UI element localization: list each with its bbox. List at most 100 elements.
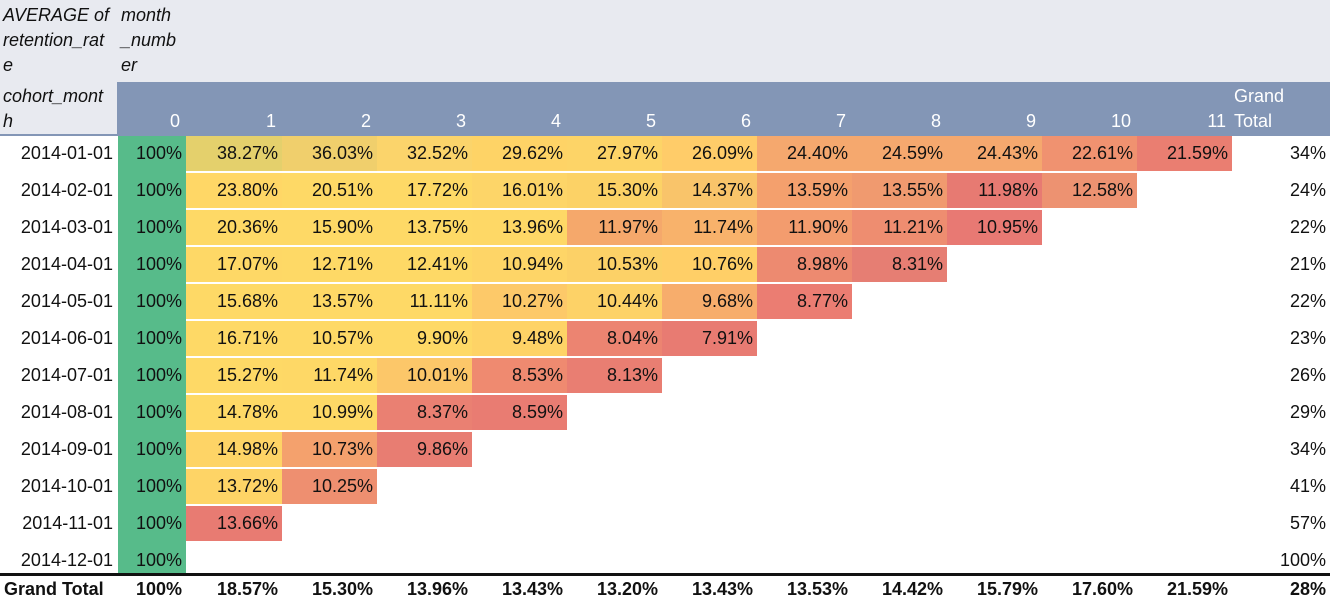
grand-total-cell: 13.20% <box>596 579 658 599</box>
header-underline <box>0 134 117 136</box>
column-header-6: 6 <box>740 111 751 131</box>
table-cell: 20.36% <box>186 210 282 245</box>
table-cell: 10.76% <box>662 247 757 282</box>
column-header-3: 3 <box>455 111 466 131</box>
grand-total-cell: 18.57% <box>216 579 278 599</box>
row-label: 2014-09-01 <box>20 439 113 459</box>
column-header-7: 7 <box>835 111 846 131</box>
column-header-8: 8 <box>930 111 941 131</box>
row-grand-total: 26% <box>1289 365 1326 385</box>
grand-total-cell: 13.96% <box>406 579 468 599</box>
table-cell: 16.01% <box>472 173 567 208</box>
table-cell: 8.98% <box>757 247 852 282</box>
table-cell: 12.41% <box>377 247 472 282</box>
table-cell: 11.97% <box>567 210 662 245</box>
row-label: 2014-02-01 <box>20 180 113 200</box>
table-cell: 100% <box>135 328 182 348</box>
table-cell: 100% <box>135 365 182 385</box>
table-cell: 100% <box>135 143 182 163</box>
row-grand-total: 29% <box>1289 402 1326 422</box>
grand-total-cell: 15.30% <box>311 579 373 599</box>
table-cell: 12.58% <box>1042 173 1137 208</box>
table-cell: 100% <box>135 402 182 422</box>
table-cell: 13.55% <box>852 173 947 208</box>
table-cell: 11.11% <box>377 284 472 319</box>
table-cell: 11.74% <box>662 210 757 245</box>
table-cell: 10.95% <box>947 210 1042 245</box>
row-grand-total: 41% <box>1289 476 1326 496</box>
column-header-2: 2 <box>360 111 371 131</box>
grand-total-cell: 17.60% <box>1071 579 1133 599</box>
column-zero-band <box>118 136 186 574</box>
table-cell: 8.13% <box>567 358 662 393</box>
grand-total-divider <box>0 573 1330 576</box>
table-cell: 13.57% <box>282 284 377 319</box>
table-cell: 10.73% <box>282 432 377 467</box>
table-cell: 8.37% <box>377 395 472 430</box>
table-cell: 17.72% <box>377 173 472 208</box>
grand-total-cell: 13.43% <box>501 579 563 599</box>
table-cell: 15.68% <box>186 284 282 319</box>
table-cell: 24.43% <box>947 136 1042 171</box>
row-grand-total: 23% <box>1289 328 1326 348</box>
row-grand-total: 57% <box>1289 513 1326 533</box>
row-grand-total: 22% <box>1289 291 1326 311</box>
table-cell: 16.71% <box>186 321 282 356</box>
table-cell: 100% <box>135 476 182 496</box>
table-cell: 11.74% <box>282 358 377 393</box>
row-label: 2014-11-01 <box>22 513 113 533</box>
row-label: 2014-10-01 <box>20 476 113 496</box>
table-cell: 14.37% <box>662 173 757 208</box>
row-grand-total: 21% <box>1289 254 1326 274</box>
table-cell: 10.99% <box>282 395 377 430</box>
table-cell: 9.86% <box>377 432 472 467</box>
table-cell: 27.97% <box>567 136 662 171</box>
table-cell: 7.91% <box>662 321 757 356</box>
table-cell: 100% <box>135 254 182 274</box>
corner-value-label: AVERAGE of retention_rat e <box>3 5 110 75</box>
table-cell: 8.31% <box>852 247 947 282</box>
row-label: 2014-03-01 <box>20 217 113 237</box>
table-cell: 11.98% <box>947 173 1042 208</box>
table-cell: 10.44% <box>567 284 662 319</box>
row-label: 2014-01-01 <box>20 143 113 163</box>
table-cell: 10.25% <box>282 469 377 504</box>
grand-total-cell: 14.42% <box>881 579 943 599</box>
pivot-header-top <box>0 0 1330 82</box>
column-header-0: 0 <box>169 111 180 131</box>
table-cell: 29.62% <box>472 136 567 171</box>
table-cell: 14.78% <box>186 395 282 430</box>
column-header-1: 1 <box>265 111 276 131</box>
table-cell: 13.96% <box>472 210 567 245</box>
table-cell: 8.04% <box>567 321 662 356</box>
table-cell: 9.48% <box>472 321 567 356</box>
table-cell: 14.98% <box>186 432 282 467</box>
table-cell: 10.94% <box>472 247 567 282</box>
table-cell: 13.59% <box>757 173 852 208</box>
row-field-label: cohort_mont h <box>3 86 104 131</box>
table-cell: 8.77% <box>757 284 852 319</box>
column-header-10: 10 <box>1110 111 1131 131</box>
overall-grand-total: 28% <box>1289 579 1326 599</box>
table-cell: 15.90% <box>282 210 377 245</box>
table-cell: 15.30% <box>567 173 662 208</box>
grand-total-label: Grand Total <box>4 579 104 599</box>
table-cell: 9.68% <box>662 284 757 319</box>
table-cell: 13.75% <box>377 210 472 245</box>
column-header-11: 11 <box>1207 111 1226 131</box>
row-grand-total: 100% <box>1279 550 1326 570</box>
table-cell: 8.53% <box>472 358 567 393</box>
row-field-header-cell <box>0 82 117 136</box>
table-cell: 100% <box>135 291 182 311</box>
table-cell: 22.61% <box>1042 136 1137 171</box>
row-label: 2014-07-01 <box>20 365 113 385</box>
grand-total-cell: 15.79% <box>976 579 1038 599</box>
grand-total-cell: 13.53% <box>786 579 848 599</box>
grand-total-cell: 13.43% <box>691 579 753 599</box>
table-cell: 10.53% <box>567 247 662 282</box>
table-cell: 10.27% <box>472 284 567 319</box>
column-header-band <box>117 82 1330 136</box>
table-cell: 100% <box>135 550 182 570</box>
row-grand-total: 34% <box>1289 143 1326 163</box>
